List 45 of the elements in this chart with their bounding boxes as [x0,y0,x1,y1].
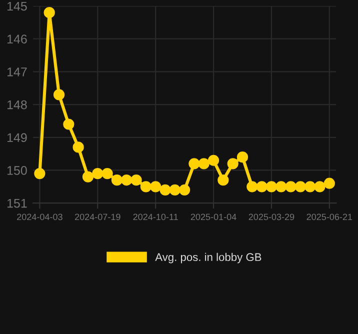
x-tick-label: 2024-04-03 [17,214,62,220]
point [160,184,171,196]
point [140,181,152,192]
point [256,181,268,192]
x-tick-label: 2025-01-04 [190,214,236,220]
point [63,118,74,130]
point [324,178,335,189]
point [178,184,190,196]
x-tick-label: 2025-06-21 [306,214,352,220]
y-tick-label: 150 [7,166,27,175]
point [188,158,200,170]
point [102,168,113,180]
point [198,158,210,170]
legend-label: Avg. pos. in lobby GB [155,252,262,264]
point [236,152,248,163]
point [82,171,94,182]
point [314,181,326,192]
point [111,174,123,186]
point [218,174,229,186]
point [44,7,55,18]
point [266,181,278,192]
point [294,181,306,192]
x-tick-label: 2024-10-11 [133,214,178,220]
y-tick-label: 147 [7,68,27,76]
y-tick-label: 146 [7,34,27,44]
point [304,181,316,192]
point [92,168,104,180]
x-tick-label: 2024-07-19 [75,214,120,220]
y-tick-label: 148 [7,100,27,110]
point [121,174,132,186]
point [53,89,65,100]
point [130,174,142,186]
point [150,181,162,192]
point [34,168,46,180]
point [208,154,220,166]
point [246,181,258,192]
y-tick-label: 145 [7,2,27,11]
point [276,181,287,192]
y-tick-label: 151 [7,199,27,208]
point [72,142,84,153]
point [227,158,238,170]
x-tick-label: 2025-03-29 [248,214,294,220]
point [285,181,296,192]
y-tick-label: 149 [7,133,27,142]
point [169,184,180,196]
